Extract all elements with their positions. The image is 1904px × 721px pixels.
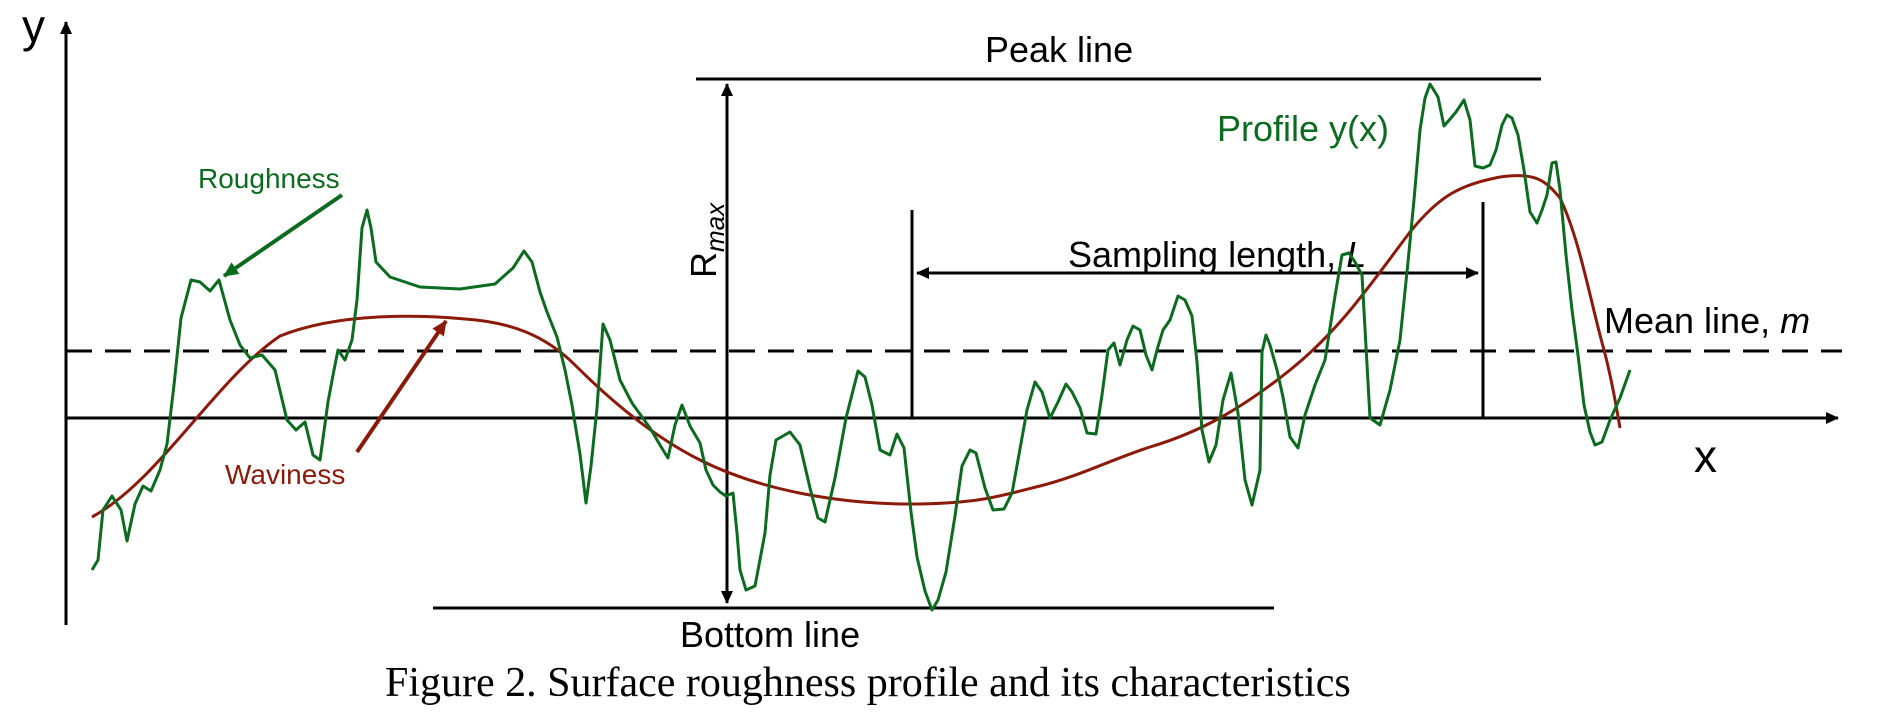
waviness-arrow bbox=[355, 319, 448, 454]
sampling-length-label: Sampling length, L bbox=[1068, 234, 1366, 275]
peak-line-label: Peak line bbox=[985, 29, 1133, 70]
bottom-line-label: Bottom line bbox=[680, 614, 860, 655]
mean-line-text: Mean line, bbox=[1604, 300, 1780, 341]
roughness-profile-curve bbox=[90, 82, 1632, 612]
waviness-label: Waviness bbox=[225, 459, 345, 490]
mean-line-symbol: m bbox=[1780, 300, 1810, 341]
figure-caption: Figure 2. Surface roughness profile and … bbox=[385, 660, 1351, 706]
rmax-label: Rmax bbox=[683, 202, 730, 278]
sampling-length-symbol: L bbox=[1346, 234, 1366, 275]
roughness-arrow bbox=[222, 193, 344, 278]
y-axis-label: y bbox=[22, 0, 45, 52]
x-axis-label: x bbox=[1694, 430, 1717, 482]
sampling-length-text: Sampling length, bbox=[1068, 234, 1346, 275]
waviness-curve bbox=[91, 174, 1622, 519]
mean-line-label: Mean line, m bbox=[1604, 300, 1810, 341]
rmax-main: R bbox=[683, 252, 724, 278]
roughness-label: Roughness bbox=[198, 163, 340, 194]
profile-label: Profile y(x) bbox=[1217, 108, 1389, 149]
rmax-subscript: max bbox=[700, 202, 730, 252]
